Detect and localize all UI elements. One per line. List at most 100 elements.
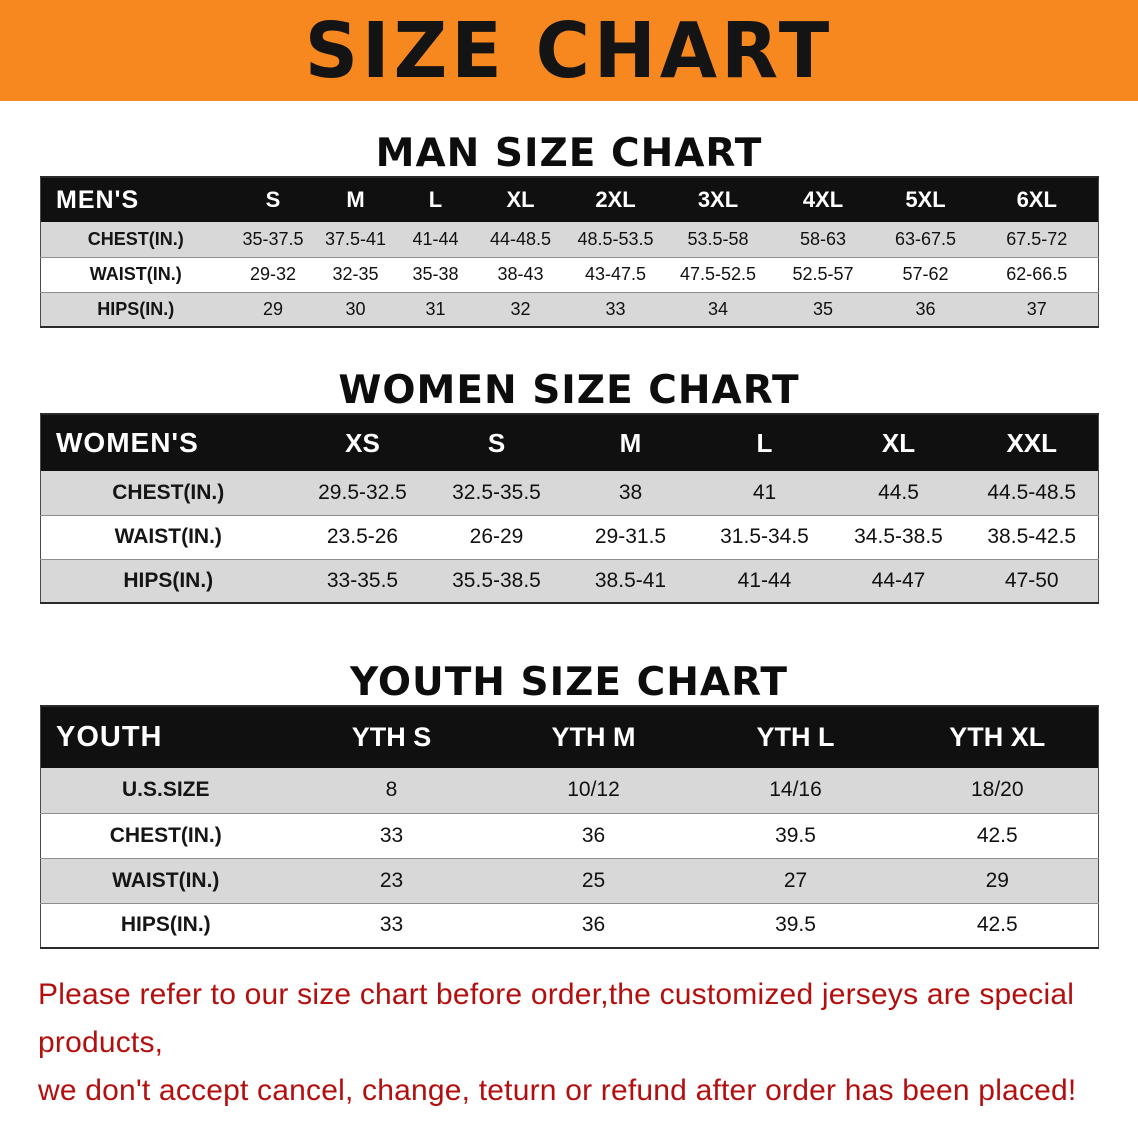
data-cell: 47.5-52.5 <box>679 264 757 284</box>
row-label-cell: U.S.SIZE <box>121 778 210 802</box>
row-label-cell: HIPS(IN.) <box>123 568 214 592</box>
data-cell: 33 <box>605 298 626 319</box>
women-waist-row: WAIST(IN.) 23.5-26 26-29 29-31.5 31.5-34… <box>40 515 1099 559</box>
data-cell: 31.5-34.5 <box>720 525 809 548</box>
youth-ussize-row: U.S.SIZE 8 10/12 14/16 18/20 <box>40 768 1099 813</box>
data-cell: 63-67.5 <box>894 228 957 249</box>
men-table-header-row: MEN'S S M L XL 2XL 3XL 4XL 5XL 6XL <box>40 177 1099 222</box>
data-cell: 29 <box>985 868 1009 892</box>
data-cell: 48.5-53.5 <box>577 228 654 249</box>
header-cell: XXL <box>1006 427 1058 458</box>
size-chart-title: SIZE CHART <box>304 5 834 96</box>
data-cell: 34.5-38.5 <box>854 525 943 548</box>
disclaimer-line-2: we don't accept cancel, change, teturn o… <box>38 1074 1077 1107</box>
row-label-cell: CHEST(IN.) <box>87 228 184 249</box>
women-table-header-row: WOMEN'S XS S M L XL XXL <box>40 414 1099 471</box>
header-cell: 6XL <box>1016 187 1057 212</box>
header-cell: 4XL <box>802 187 844 212</box>
header-cell: YOUTH <box>56 721 163 753</box>
men-size-table: MEN'S S M L XL 2XL 3XL 4XL 5XL 6XL CHEST… <box>40 176 1099 328</box>
men-hips-row: HIPS(IN.) 29 30 31 32 33 34 35 36 37 <box>40 292 1099 327</box>
data-cell: 62-66.5 <box>1006 264 1068 284</box>
header-cell: WOMEN'S <box>56 427 199 458</box>
data-cell: 33 <box>379 823 404 847</box>
data-cell: 33 <box>379 913 404 937</box>
data-cell: 58-63 <box>799 228 847 249</box>
header-cell: YTH M <box>551 722 636 752</box>
data-cell: 57-62 <box>902 264 949 284</box>
data-cell: 18/20 <box>970 778 1024 802</box>
header-cell: XS <box>345 427 380 458</box>
data-cell: 44.5 <box>878 480 919 504</box>
data-cell: 36 <box>915 298 936 319</box>
header-cell: 2XL <box>595 187 636 212</box>
data-cell: 14/16 <box>769 778 822 802</box>
data-cell: 41-44 <box>737 568 792 592</box>
data-cell: 37 <box>1026 298 1047 319</box>
data-cell: 36 <box>581 913 606 937</box>
row-label-cell: HIPS(IN.) <box>97 298 175 319</box>
youth-waist-row: WAIST(IN.) 23 25 27 29 <box>40 858 1099 903</box>
header-cell: 5XL <box>905 187 946 212</box>
data-cell: 29.5-32.5 <box>318 480 407 504</box>
size-chart-banner: SIZE CHART <box>0 0 1138 101</box>
data-cell: 27 <box>783 868 808 892</box>
data-cell: 37.5-41 <box>324 228 387 249</box>
header-cell: YTH S <box>351 722 432 752</box>
data-cell: 35 <box>812 298 834 319</box>
men-size-chart-heading: MAN SIZE CHART <box>375 131 763 176</box>
row-label-cell: WAIST(IN.) <box>89 264 182 284</box>
data-cell: 38.5-42.5 <box>987 525 1077 548</box>
data-cell: 23 <box>379 868 404 892</box>
youth-chest-row: CHEST(IN.) 33 36 39.5 42.5 <box>40 813 1099 858</box>
data-cell: 36 <box>581 823 606 847</box>
data-cell: 29 <box>262 298 284 319</box>
header-cell: YTH XL <box>949 722 1046 752</box>
data-cell: 52.5-57 <box>792 264 854 284</box>
header-cell: S <box>265 187 281 212</box>
data-cell: 29-32 <box>249 264 297 284</box>
row-label-cell: WAIST(IN.) <box>114 525 222 548</box>
disclaimer-line-1: Please refer to our size chart before or… <box>38 978 1075 1059</box>
data-cell: 30 <box>345 298 366 319</box>
data-cell: 23.5-26 <box>326 525 399 548</box>
youth-size-chart-heading: YOUTH SIZE CHART <box>350 660 788 705</box>
data-cell: 43-47.5 <box>584 264 647 284</box>
data-cell: 44-48.5 <box>489 228 552 249</box>
data-cell: 34 <box>707 298 729 319</box>
data-cell: 33-35.5 <box>326 568 399 592</box>
data-cell: 47-50 <box>1004 568 1059 592</box>
data-cell: 26-29 <box>469 525 524 548</box>
youth-table-header-row: YOUTH YTH S YTH M YTH L YTH XL <box>40 706 1099 768</box>
header-cell: XL <box>881 427 916 458</box>
data-cell: 42.5 <box>976 823 1018 847</box>
header-cell: L <box>756 427 773 458</box>
youth-size-table: YOUTH YTH S YTH M YTH L YTH XL U.S.SIZE … <box>40 705 1099 949</box>
data-cell: 44.5-48.5 <box>987 480 1077 504</box>
women-chest-row: CHEST(IN.) 29.5-32.5 32.5-35.5 38 41 44.… <box>40 471 1099 515</box>
data-cell: 67.5-72 <box>1006 228 1068 249</box>
data-cell: 38.5-41 <box>594 568 667 592</box>
men-waist-row: WAIST(IN.) 29-32 32-35 35-38 38-43 43-47… <box>40 257 1099 292</box>
data-cell: 42.5 <box>976 913 1018 937</box>
row-label-cell: CHEST(IN.) <box>109 823 222 847</box>
data-cell: 25 <box>581 868 606 892</box>
data-cell: 41-44 <box>412 228 459 249</box>
header-cell: 3XL <box>697 187 739 212</box>
header-cell: XL <box>506 187 535 212</box>
data-cell: 35.5-38.5 <box>452 568 541 592</box>
data-cell: 32.5-35.5 <box>452 480 541 504</box>
header-cell: L <box>428 187 443 212</box>
women-size-chart-heading: WOMEN SIZE CHART <box>338 368 800 413</box>
data-cell: 41 <box>752 480 777 504</box>
data-cell: 35-37.5 <box>242 228 304 249</box>
data-cell: 8 <box>385 778 398 802</box>
header-cell: M <box>346 187 365 212</box>
women-hips-row: HIPS(IN.) 33-35.5 35.5-38.5 38.5-41 41-4… <box>40 559 1099 603</box>
data-cell: 38-43 <box>497 264 544 284</box>
header-cell: MEN'S <box>56 185 140 214</box>
row-label-cell: CHEST(IN.) <box>112 480 225 504</box>
data-cell: 39.5 <box>775 823 816 847</box>
data-cell: 29-31.5 <box>594 525 667 548</box>
header-cell: S <box>487 427 506 458</box>
